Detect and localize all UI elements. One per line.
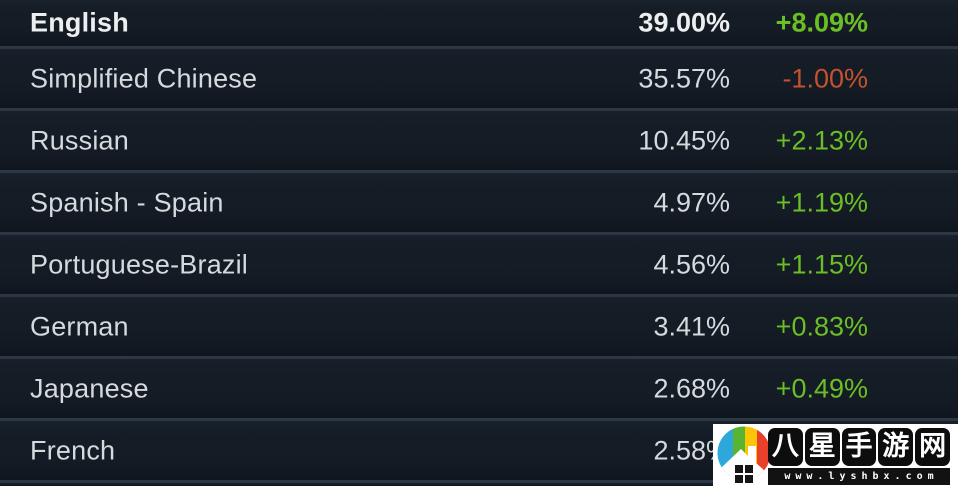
change-value: +1.15%	[775, 249, 868, 279]
share-value: 39.00%	[638, 7, 730, 38]
share-value: 10.45%	[638, 125, 730, 155]
language-label: Spanish - Spain	[30, 187, 224, 217]
site-name-char: 手	[841, 428, 877, 466]
rainbow-house-logo-icon	[717, 426, 771, 483]
change-value: +1.19%	[775, 187, 868, 217]
share-value: 4.97%	[653, 187, 730, 217]
table-row: Portuguese-Brazil 4.56% +1.15%	[0, 232, 958, 294]
language-label: English	[30, 7, 129, 38]
share-value: 2.68%	[653, 373, 730, 403]
change-value: +2.13%	[775, 125, 868, 155]
site-name-char: 星	[804, 428, 840, 466]
language-label: Simplified Chinese	[30, 63, 258, 93]
site-name-char: 网	[915, 428, 950, 466]
table-row: Japanese 2.68% +0.49%	[0, 356, 958, 418]
site-name: 八 星 手 游 网	[768, 428, 950, 466]
share-value: 4.56%	[653, 249, 730, 279]
share-value: 35.57%	[638, 63, 730, 93]
table-row: Spanish - Spain 4.97% +1.19%	[0, 170, 958, 232]
change-value: +0.83%	[775, 311, 868, 341]
table-row-partial	[0, 480, 958, 486]
watermark: 八 星 手 游 网 www.lyshbx.com	[713, 424, 958, 486]
table-row: German 3.41% +0.83%	[0, 294, 958, 356]
table-row: English 39.00% +8.09%	[0, 0, 958, 46]
language-label: German	[30, 311, 129, 341]
site-name-char: 八	[768, 428, 803, 466]
site-name-char: 游	[878, 428, 914, 466]
change-value: -1.00%	[782, 63, 868, 93]
site-url: www.lyshbx.com	[768, 468, 950, 485]
language-label: Japanese	[30, 373, 149, 403]
language-label: Portuguese-Brazil	[30, 249, 249, 279]
table-row: Russian 10.45% +2.13%	[0, 108, 958, 170]
change-value: +8.09%	[775, 7, 868, 38]
language-label: French	[30, 435, 116, 465]
table-row: Simplified Chinese 35.57% -1.00%	[0, 46, 958, 108]
language-label: Russian	[30, 125, 129, 155]
share-value: 3.41%	[653, 311, 730, 341]
change-value: +0.49%	[775, 373, 868, 403]
